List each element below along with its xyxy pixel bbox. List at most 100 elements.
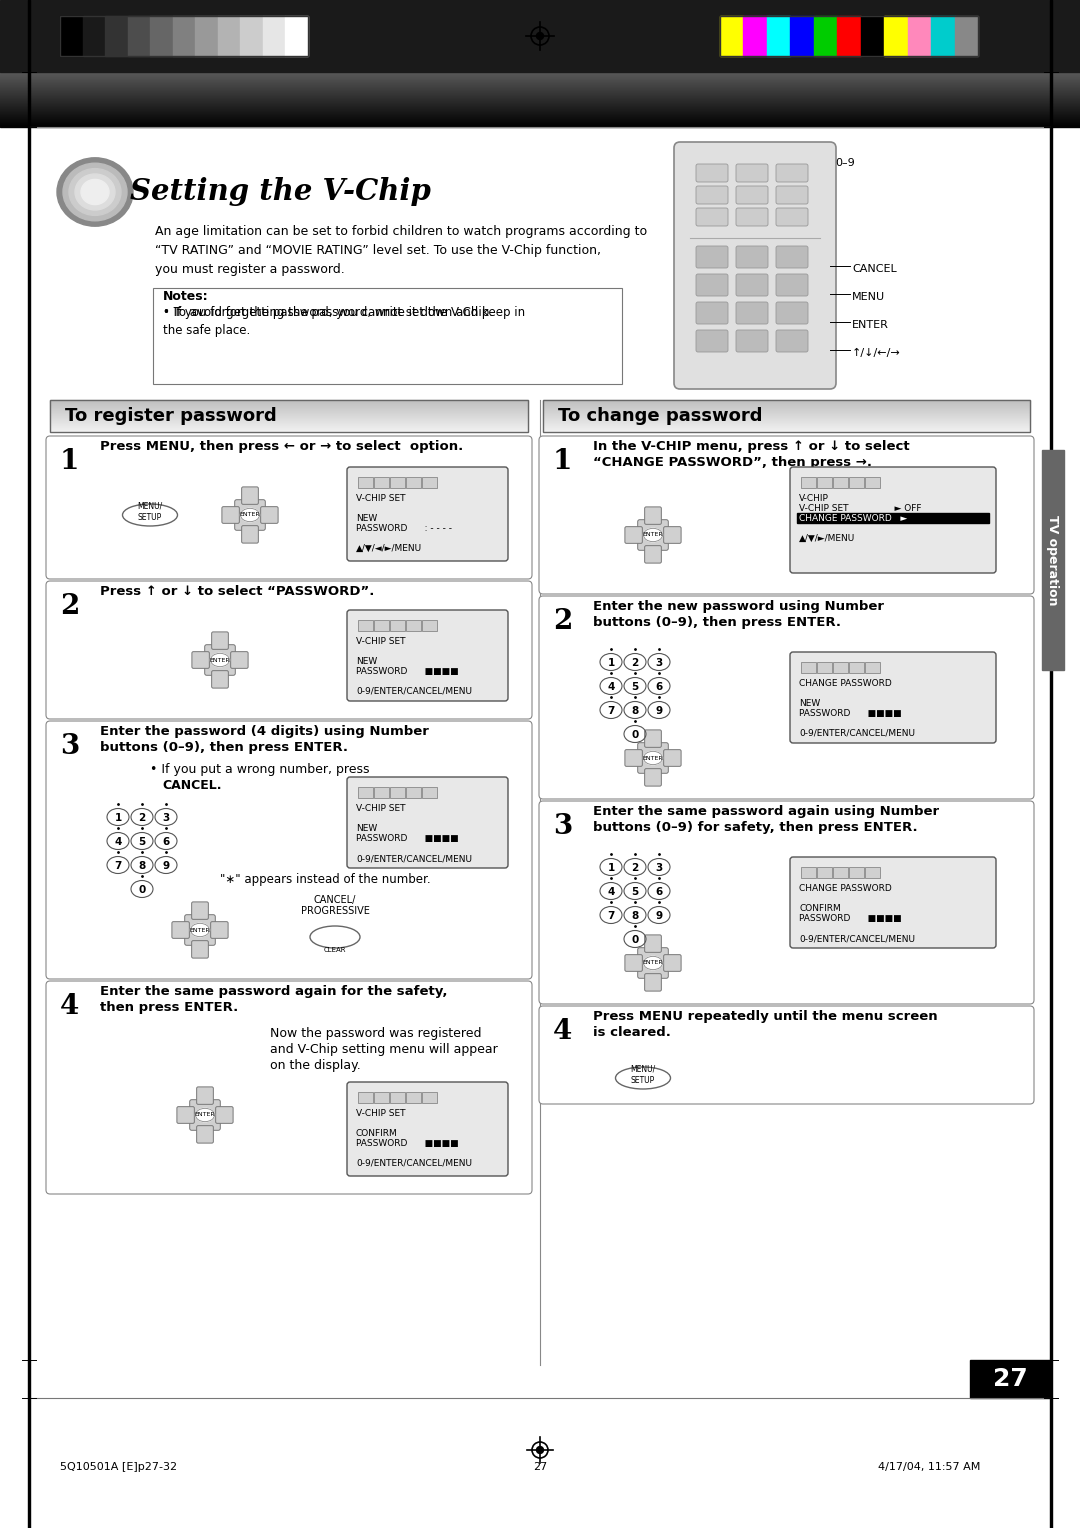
Text: 2: 2 <box>553 608 572 636</box>
Ellipse shape <box>131 880 153 897</box>
Ellipse shape <box>648 883 670 900</box>
Bar <box>1042 451 1064 669</box>
FancyBboxPatch shape <box>864 866 879 877</box>
Text: PASSWORD      : - - - -: PASSWORD : - - - - <box>356 524 453 533</box>
Ellipse shape <box>648 654 670 671</box>
Text: 4/17/04, 11:57 AM: 4/17/04, 11:57 AM <box>878 1462 980 1471</box>
Ellipse shape <box>600 701 622 718</box>
Text: then press ENTER.: then press ENTER. <box>100 1001 239 1015</box>
FancyBboxPatch shape <box>191 941 208 958</box>
Text: CONFIRM: CONFIRM <box>799 905 840 914</box>
Text: 0: 0 <box>632 730 638 740</box>
Text: V-CHIP SET                ► OFF: V-CHIP SET ► OFF <box>799 504 921 513</box>
Text: CANCEL/: CANCEL/ <box>314 895 356 905</box>
Text: • If you forget the password, you cannot set the V-Chip.: • If you forget the password, you cannot… <box>163 306 492 319</box>
Text: 4: 4 <box>607 886 615 897</box>
FancyBboxPatch shape <box>645 935 661 952</box>
Text: • If you put a wrong number, press: • If you put a wrong number, press <box>150 762 369 776</box>
FancyBboxPatch shape <box>421 1091 436 1103</box>
Ellipse shape <box>644 752 662 764</box>
FancyBboxPatch shape <box>212 671 228 688</box>
Bar <box>28 0 29 1528</box>
Text: 4: 4 <box>60 993 79 1021</box>
Ellipse shape <box>600 677 622 695</box>
Text: 2: 2 <box>632 863 638 872</box>
Bar <box>50 400 528 432</box>
Text: 7: 7 <box>114 860 122 871</box>
Text: on the display.: on the display. <box>270 1059 361 1073</box>
FancyBboxPatch shape <box>197 1086 214 1105</box>
FancyBboxPatch shape <box>789 468 996 573</box>
Text: buttons (0–9), then press ENTER.: buttons (0–9), then press ENTER. <box>100 741 348 753</box>
Text: 27: 27 <box>993 1368 1027 1390</box>
FancyBboxPatch shape <box>242 487 258 504</box>
FancyBboxPatch shape <box>674 142 836 390</box>
FancyBboxPatch shape <box>242 526 258 542</box>
Text: PASSWORD      ■■■■: PASSWORD ■■■■ <box>799 709 902 718</box>
FancyBboxPatch shape <box>696 274 728 296</box>
Ellipse shape <box>624 677 646 695</box>
Text: CANCEL: CANCEL <box>852 264 896 274</box>
Text: CHANGE PASSWORD: CHANGE PASSWORD <box>799 678 892 688</box>
FancyBboxPatch shape <box>374 1091 389 1103</box>
FancyBboxPatch shape <box>374 787 389 798</box>
FancyBboxPatch shape <box>347 1082 508 1177</box>
Ellipse shape <box>156 857 177 874</box>
Text: Notes:: Notes: <box>163 290 208 303</box>
Text: Enter the same password again using Number: Enter the same password again using Numb… <box>593 805 940 817</box>
Text: V-CHIP: V-CHIP <box>799 494 828 503</box>
FancyBboxPatch shape <box>645 507 661 524</box>
FancyBboxPatch shape <box>864 662 879 672</box>
Text: 0-9/ENTER/CANCEL/MENU: 0-9/ENTER/CANCEL/MENU <box>799 934 915 943</box>
Text: 0-9/ENTER/CANCEL/MENU: 0-9/ENTER/CANCEL/MENU <box>356 688 472 695</box>
Text: An age limitation can be set to forbid children to watch programs according to
“: An age limitation can be set to forbid c… <box>156 225 647 277</box>
FancyBboxPatch shape <box>663 750 681 767</box>
Text: 27: 27 <box>532 1462 548 1471</box>
Text: 3: 3 <box>656 659 663 668</box>
Text: ENTER: ENTER <box>852 319 889 330</box>
FancyBboxPatch shape <box>390 477 405 487</box>
FancyBboxPatch shape <box>637 743 669 773</box>
Text: V-CHIP SET: V-CHIP SET <box>356 637 405 646</box>
Text: 8: 8 <box>138 860 146 871</box>
Ellipse shape <box>624 701 646 718</box>
FancyBboxPatch shape <box>421 619 436 631</box>
Ellipse shape <box>75 174 114 209</box>
FancyBboxPatch shape <box>390 1091 405 1103</box>
Text: NEW: NEW <box>356 513 377 523</box>
Bar <box>797 513 989 523</box>
Ellipse shape <box>624 726 646 743</box>
FancyBboxPatch shape <box>800 477 815 487</box>
Bar <box>743 15 767 57</box>
Text: MENU: MENU <box>852 292 886 303</box>
Text: MENU/
SETUP: MENU/ SETUP <box>137 503 163 523</box>
FancyBboxPatch shape <box>185 915 215 946</box>
Text: NEW: NEW <box>356 824 377 833</box>
Text: 1: 1 <box>607 863 615 872</box>
Text: ENTER: ENTER <box>643 532 663 538</box>
Bar <box>60 15 82 57</box>
Bar <box>218 15 241 57</box>
FancyBboxPatch shape <box>849 662 864 672</box>
Text: 7: 7 <box>607 911 615 921</box>
Text: 3: 3 <box>60 733 79 759</box>
FancyBboxPatch shape <box>46 581 532 720</box>
FancyBboxPatch shape <box>539 1005 1034 1105</box>
FancyBboxPatch shape <box>833 662 848 672</box>
Text: CHANGE PASSWORD   ►: CHANGE PASSWORD ► <box>799 513 907 523</box>
Ellipse shape <box>310 926 360 947</box>
Text: 4: 4 <box>114 837 122 847</box>
Text: • To avoid forgetting the password, write it down and keep in
the safe place.: • To avoid forgetting the password, writ… <box>163 306 525 338</box>
FancyBboxPatch shape <box>735 303 768 324</box>
FancyBboxPatch shape <box>645 730 661 747</box>
FancyBboxPatch shape <box>777 246 808 267</box>
FancyBboxPatch shape <box>696 163 728 182</box>
Bar <box>173 15 195 57</box>
FancyBboxPatch shape <box>197 1126 214 1143</box>
Text: 0-9/ENTER/CANCEL/MENU: 0-9/ENTER/CANCEL/MENU <box>356 1160 472 1167</box>
FancyBboxPatch shape <box>637 520 669 550</box>
FancyBboxPatch shape <box>777 208 808 226</box>
Text: Now the password was registered: Now the password was registered <box>270 1027 482 1041</box>
Text: 0: 0 <box>632 935 638 944</box>
FancyBboxPatch shape <box>735 274 768 296</box>
